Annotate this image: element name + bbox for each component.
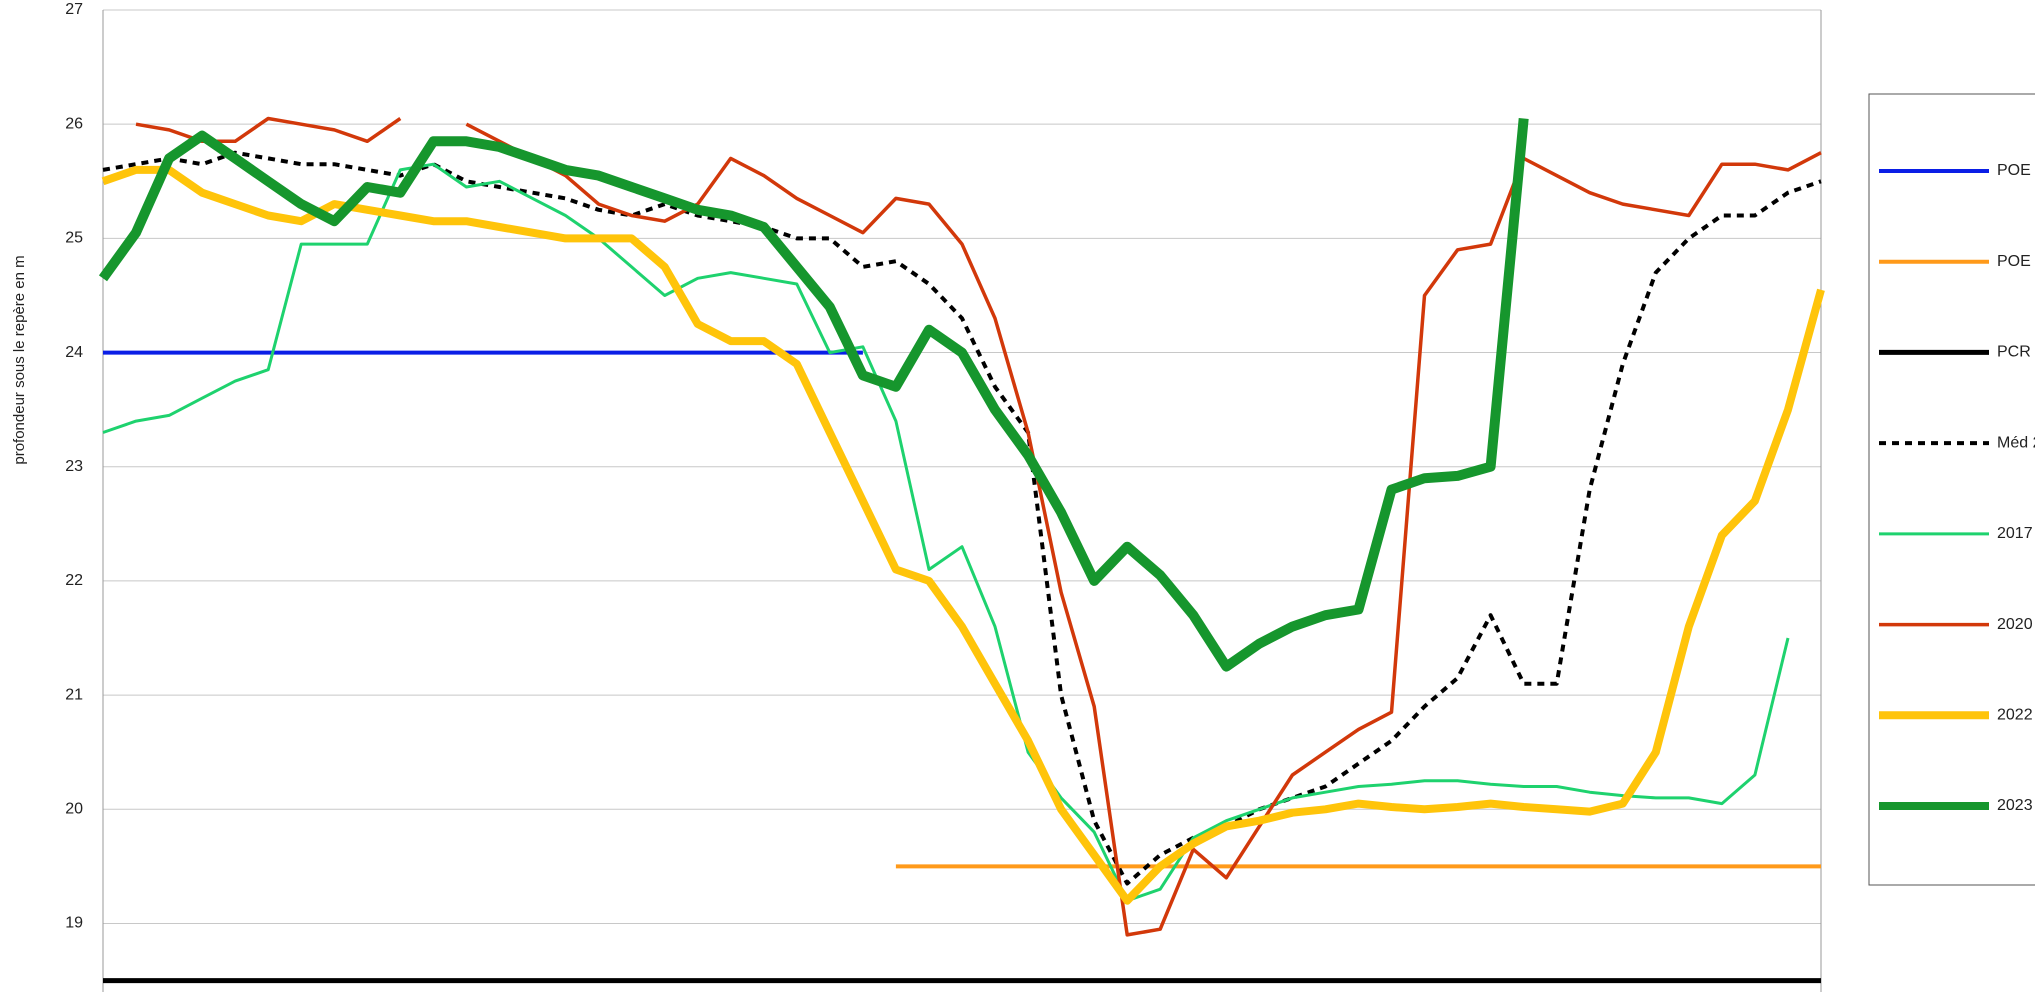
y-tick-label: 21 — [65, 686, 83, 703]
series-line — [465, 122, 1822, 937]
y-tick-label: 20 — [65, 801, 83, 818]
series-line — [101, 165, 1825, 905]
y-tick-label: 26 — [65, 115, 83, 132]
series-line — [102, 150, 1822, 886]
y-tick-label: 22 — [65, 572, 83, 589]
legend-label: 2017 — [1997, 525, 2033, 542]
legend-label: Méd 2009 — [1997, 434, 2035, 451]
y-tick-label: 19 — [65, 915, 83, 932]
legend-label: POE — [1997, 162, 2031, 179]
y-tick-label: 24 — [65, 344, 83, 361]
y-tick-label: 25 — [65, 230, 83, 247]
y-tick-label: 23 — [65, 458, 83, 475]
y-axis-label: profondeur sous le repère en m — [11, 255, 28, 464]
series-line — [102, 162, 1790, 903]
legend-label: PCR — [1997, 344, 2031, 361]
legend-box — [1868, 93, 2035, 886]
series-line — [98, 118, 1529, 672]
legend-label: 2022 — [1997, 707, 2033, 724]
series-line — [135, 116, 402, 144]
legend-label: 2020 — [1997, 616, 2033, 633]
legend-label: POE — [1997, 253, 2031, 270]
legend-label: 2023 — [1997, 797, 2033, 814]
y-tick-label: 27 — [65, 1, 83, 18]
